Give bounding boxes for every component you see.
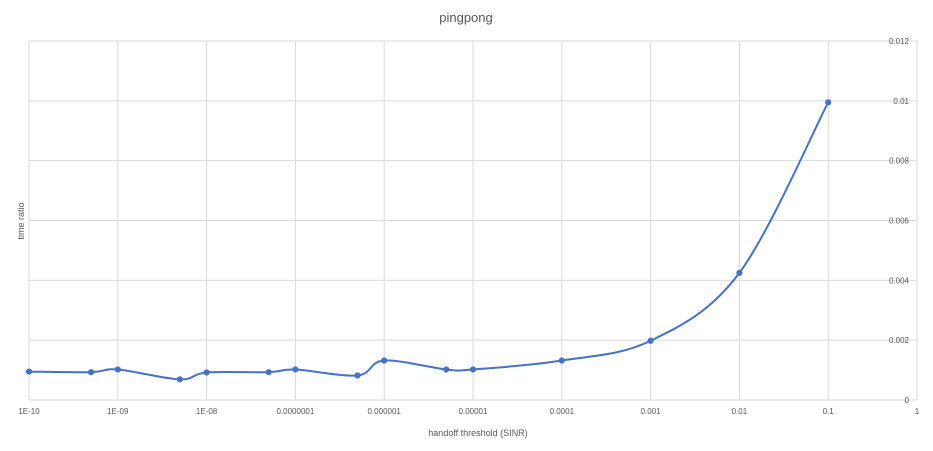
data-point xyxy=(825,99,832,106)
data-point xyxy=(736,269,743,276)
x-tick-label: 0.0000001 xyxy=(276,407,314,416)
data-point xyxy=(176,376,183,383)
x-tick-label: 1E-09 xyxy=(107,407,129,416)
x-tick-label: 1E-10 xyxy=(18,407,40,416)
data-point xyxy=(647,337,654,344)
y-tick-label: 0.012 xyxy=(889,37,910,46)
y-tick-label: 0.01 xyxy=(893,97,909,106)
data-point xyxy=(558,357,565,364)
y-tick-label: 0 xyxy=(905,396,910,405)
data-point xyxy=(25,368,33,375)
data-point xyxy=(469,366,477,373)
data-point xyxy=(265,369,272,376)
y-tick-label: 0.002 xyxy=(889,336,910,345)
y-axis-label: time ratio xyxy=(16,202,26,239)
x-tick-label: 1 xyxy=(915,407,920,416)
y-tick-label: 0.006 xyxy=(889,217,910,226)
x-tick-label: 0.0001 xyxy=(550,407,575,416)
x-tick-label: 0.1 xyxy=(823,407,835,416)
x-axis-label: handoff threshold (SINR) xyxy=(428,428,527,438)
chart-title: pingpong xyxy=(439,10,493,25)
data-point xyxy=(354,372,361,379)
series-line xyxy=(28,101,830,381)
data-point xyxy=(114,366,121,373)
series-layer xyxy=(25,99,832,383)
data-point xyxy=(292,366,299,373)
x-tick-label: 0.001 xyxy=(641,407,662,416)
data-point xyxy=(381,357,388,364)
y-tick-label: 0.008 xyxy=(889,157,910,166)
gridlines xyxy=(28,40,918,401)
y-axis-ticks: 0 0.002 0.004 0.006 0.008 0.01 0.012 xyxy=(889,37,910,405)
x-tick-label: 1E-08 xyxy=(196,407,218,416)
x-tick-label: 0.00001 xyxy=(459,407,488,416)
data-point xyxy=(87,369,95,376)
x-axis-ticks: 1E-10 1E-09 1E-08 0.0000001 0.000001 0.00001 0… xyxy=(18,407,919,416)
x-tick-label: 0.01 xyxy=(732,407,748,416)
y-tick-label: 0.004 xyxy=(889,276,910,285)
data-point xyxy=(203,369,210,376)
data-point xyxy=(443,366,450,373)
x-tick-label: 0.000001 xyxy=(368,407,402,416)
